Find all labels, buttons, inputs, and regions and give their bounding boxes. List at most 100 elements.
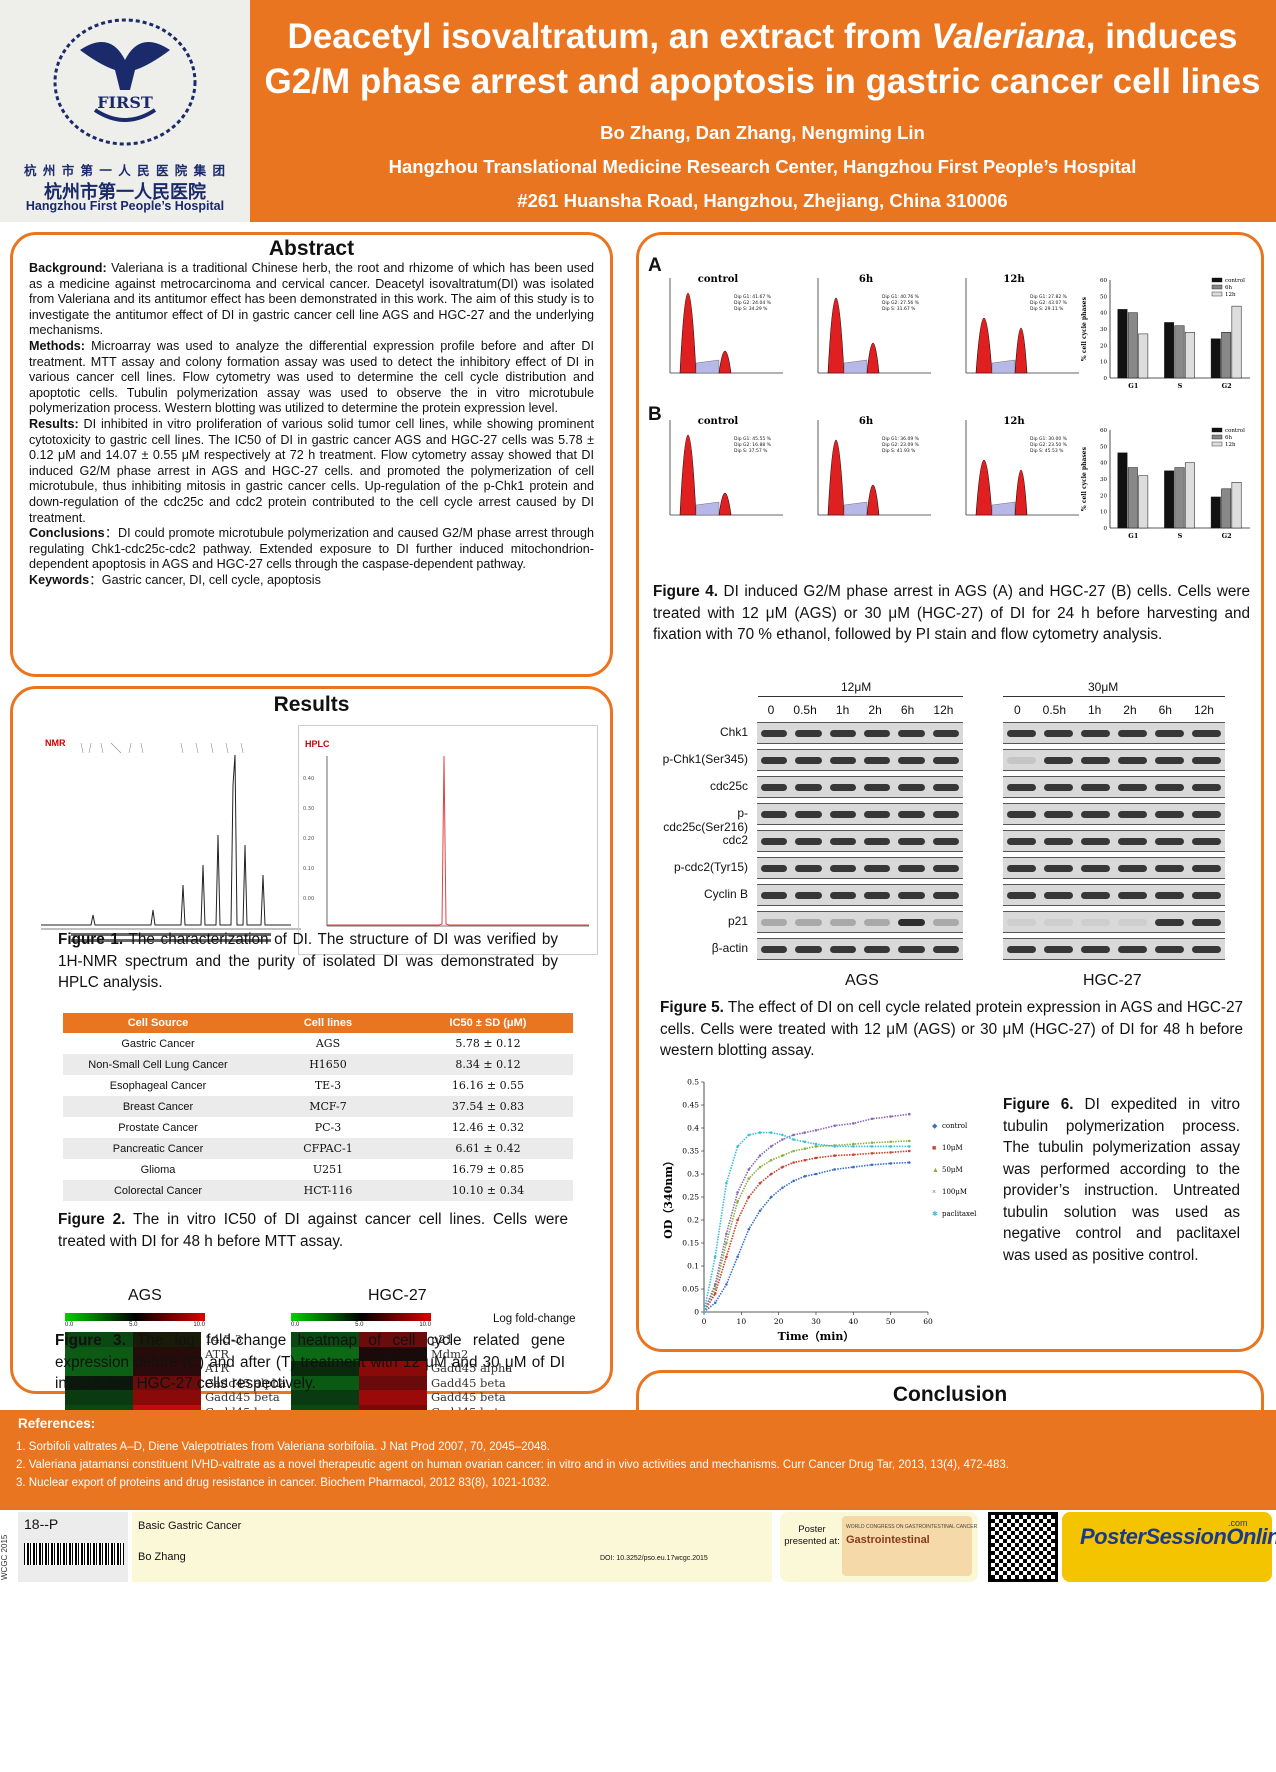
bar-control (1164, 322, 1175, 379)
bar-legend-label: 12h (1225, 292, 1236, 298)
line-point (781, 1165, 784, 1169)
poster-doi[interactable]: DOI: 10.3252/pso.eu.17wcgc.2015 (600, 1555, 708, 1562)
event-logo[interactable] (842, 1516, 972, 1576)
qr-code-icon[interactable] (988, 1512, 1058, 1582)
wb-band (1118, 865, 1147, 872)
wb-strip (1003, 830, 1225, 852)
scale-label: 10.0 (419, 1322, 431, 1328)
wb-band (898, 811, 925, 818)
fig2-text: The in vitro IC50 of DI against cancer c… (58, 1211, 569, 1250)
heatmap-gene-label: Gadd45 beta (431, 1390, 506, 1405)
heatmap-cell (133, 1332, 201, 1347)
bar-y-tick-label: 0 (1104, 376, 1108, 382)
flow-title: 6h (859, 274, 874, 285)
fig5-label: Figure 5. (660, 999, 724, 1016)
line-x-label: Time（min） (778, 1330, 855, 1343)
wb-band (864, 811, 891, 818)
line-point (769, 1131, 773, 1134)
title-part: , induces (1085, 17, 1238, 56)
heatmap-cell (359, 1346, 427, 1362)
wb-protein-label: Cyclin B (703, 887, 748, 901)
line-point (870, 1152, 874, 1155)
wb-band (829, 784, 856, 791)
bar-12h (1231, 305, 1242, 379)
wb-band (1044, 865, 1073, 872)
wb-protein-label: p-Chk1(Ser345) (662, 752, 748, 766)
line-point (852, 1153, 855, 1156)
wb-timepoint: 0 (1013, 703, 1021, 717)
flow-histogram: 6h Dip G1: 40.76 % Dip G2: 27.56 % Dip S: 3… (817, 274, 931, 374)
wb-band (1192, 757, 1221, 764)
results-panel: Results NMR HPLC 0.40 0.30 0.20 0.10 0.00 Fi… (10, 686, 613, 1493)
poster-info-box (132, 1512, 772, 1582)
bar-control (1117, 452, 1128, 529)
wb-band (1044, 946, 1073, 953)
wb-strip (1003, 911, 1225, 933)
wb-band (864, 784, 891, 791)
line-y-tick-label: 0.05 (682, 1285, 699, 1294)
line-point (908, 1161, 911, 1164)
table-cell: U251 (312, 1163, 344, 1176)
wb-band (1044, 730, 1073, 737)
heatmap-cell (291, 1390, 359, 1405)
bar-legend-label: control (1225, 278, 1245, 284)
wb-band (795, 892, 822, 899)
wb-band (1007, 919, 1036, 926)
wb-band (898, 784, 925, 791)
line-point (792, 1138, 795, 1141)
event-name: Gastrointestinal (846, 1534, 930, 1546)
wb-timepoints-left: 0 0.5h 1h 2h 6h 12h (758, 703, 963, 717)
wb-band (1192, 919, 1221, 926)
panel-b-label: B (648, 404, 662, 425)
table-row: Breast Cancer MCF-7 37.54 ± 0.83 (63, 1096, 573, 1117)
panel-a-label: A (648, 255, 662, 276)
methods-label: Methods: (29, 338, 85, 353)
wb-timepoint: 6h (1158, 703, 1172, 717)
svg-text:0.30: 0.30 (303, 806, 314, 812)
heatmap-scale-ags (65, 1313, 205, 1321)
flow-title: 6h (859, 416, 874, 427)
wb-strip (1003, 749, 1225, 771)
line-point (747, 1177, 751, 1180)
poster-title: Deacetyl isovaltratum, an extract from V… (255, 14, 1270, 104)
pso-logo-suffix: .com (1228, 1518, 1248, 1528)
line-point (713, 1255, 717, 1259)
bar-6h (1174, 467, 1185, 529)
hplc-chromatogram: HPLC 0.40 0.30 0.20 0.10 0.00 (298, 725, 598, 955)
line-point (870, 1117, 874, 1121)
svg-text:FIRST: FIRST (97, 93, 153, 112)
svg-text:0.10: 0.10 (303, 866, 314, 872)
cell-cycle-bar-chart-b: 0 10 20 30 40 50 60 % cell cycle phases G1 S G2 con… (1081, 427, 1250, 540)
flow-g1-peak (827, 298, 845, 374)
table-row: Non-Small Cell Lung Cancer H1650 8.34 ± 0.… (63, 1054, 573, 1075)
scale-label: 0.0 (65, 1322, 74, 1328)
results-title: Results (273, 693, 350, 716)
line-point (736, 1255, 739, 1259)
bar-6h (1221, 332, 1232, 379)
scale-label: 10.0 (193, 1322, 205, 1328)
wb-band (864, 892, 891, 899)
heatmap-cell (359, 1332, 427, 1347)
wb-band (1155, 811, 1184, 818)
line-point (889, 1151, 892, 1154)
heatmap-gene-label: p21 (431, 1332, 453, 1346)
wb-band (761, 865, 788, 872)
hospital-logo-box: FIRST 杭 州 市 第 一 人 民 医 院 集 团 杭州市第一人民医院 Ha… (0, 0, 250, 222)
line-point (833, 1124, 836, 1127)
heatmap-cell (65, 1346, 133, 1362)
wb-band (1007, 784, 1036, 791)
footer-side-label: WCGC 2015 (0, 1534, 9, 1580)
heatmap-cell (133, 1346, 201, 1362)
wb-timepoint: 6h (900, 703, 915, 717)
bar-6h (1127, 467, 1138, 529)
flow-g1-peak (827, 440, 845, 516)
bar-legend-label: 6h (1225, 435, 1232, 441)
line-series-50μM (703, 1140, 910, 1313)
fig2-caption: Figure 2. The in vitro IC50 of DI agains… (58, 1209, 568, 1252)
wb-band (795, 865, 822, 872)
title-italic: Valeriana (931, 17, 1086, 56)
wb-band (1007, 946, 1036, 953)
pso-logo-box[interactable] (1062, 1512, 1272, 1582)
line-point (870, 1145, 874, 1148)
wb-band (829, 892, 856, 899)
